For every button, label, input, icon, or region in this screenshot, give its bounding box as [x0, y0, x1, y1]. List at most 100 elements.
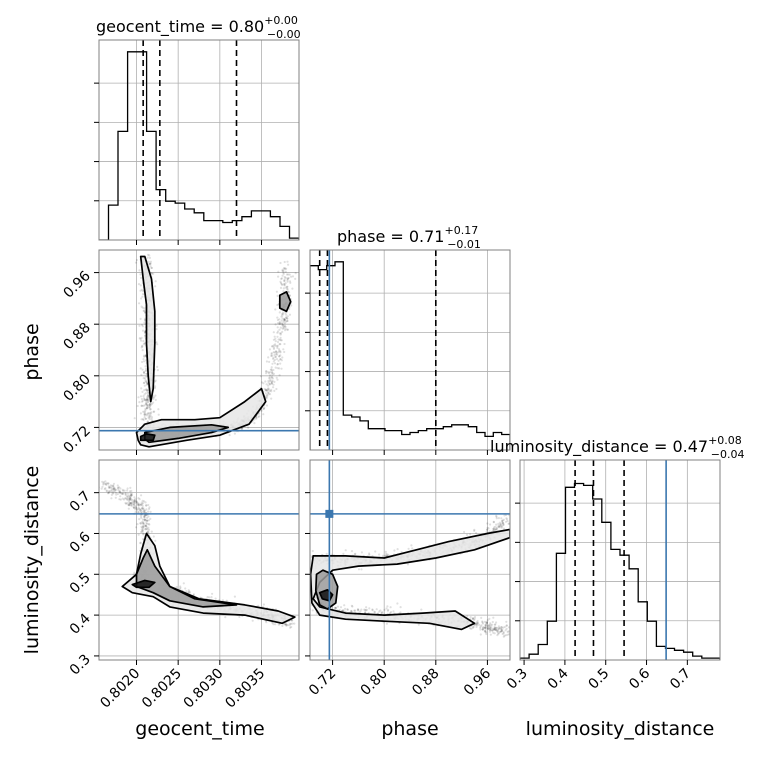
scatter-point — [185, 590, 188, 593]
scatter-point — [268, 360, 271, 363]
scatter-point — [494, 628, 497, 631]
scatter-point — [133, 417, 136, 420]
scatter-point — [145, 521, 148, 525]
scatter-point — [389, 612, 392, 615]
scatter-point — [265, 404, 269, 407]
scatter-point — [375, 608, 378, 611]
scatter-point — [142, 371, 146, 374]
scatter-point — [144, 369, 147, 372]
scatter-point — [187, 590, 190, 594]
scatter-point — [142, 418, 145, 422]
scatter-point — [368, 607, 371, 610]
scatter-point — [475, 532, 478, 535]
scatter-point — [285, 273, 289, 276]
scatter-point — [130, 504, 133, 507]
scatter-point — [126, 492, 129, 495]
scatter-point — [139, 284, 142, 287]
scatter-point — [150, 272, 153, 275]
scatter-point — [134, 499, 137, 503]
scatter-point — [268, 383, 271, 386]
scatter-point — [493, 627, 497, 630]
scatter-point — [283, 324, 286, 327]
scatter-point — [146, 519, 149, 523]
scatter-point — [116, 492, 119, 496]
scatter-point — [502, 518, 505, 521]
scatter-point — [491, 629, 494, 632]
scatter-point — [476, 619, 479, 623]
scatter-point — [493, 632, 496, 635]
scatter-point — [156, 343, 159, 346]
scatter-point — [143, 518, 146, 521]
scatter-point — [498, 630, 501, 634]
scatter-point — [357, 568, 361, 571]
scatter-point — [502, 527, 505, 530]
scatter-point — [356, 608, 359, 611]
scatter-point — [387, 608, 390, 611]
scatter-point — [138, 269, 141, 272]
scatter-point — [139, 504, 142, 507]
scatter-point — [263, 387, 266, 391]
scatter-point — [153, 386, 157, 390]
scatter-point — [112, 492, 115, 495]
scatter-point — [149, 262, 152, 265]
scatter-point — [276, 367, 279, 370]
scatter-point — [279, 261, 282, 265]
scatter-point — [288, 622, 291, 626]
scatter-point — [489, 633, 492, 636]
scatter-point — [479, 633, 482, 636]
scatter-point — [143, 514, 146, 517]
scatter-point — [154, 394, 157, 397]
scatter-point — [489, 622, 492, 625]
scatter-point — [115, 493, 118, 496]
scatter-point — [267, 356, 270, 359]
scatter-point — [368, 553, 371, 556]
scatter-point — [350, 609, 353, 613]
scatter-point — [287, 276, 290, 280]
scatter-point — [146, 519, 149, 522]
contour-inner — [131, 579, 156, 589]
scatter-point — [485, 626, 488, 630]
scatter-point — [495, 517, 498, 520]
scatter-point — [484, 624, 487, 628]
scatter-point — [155, 328, 158, 331]
scatter-point — [265, 621, 268, 624]
scatter-point — [129, 492, 132, 495]
scatter-point — [354, 552, 357, 555]
x-tick-label: 0.8025 — [139, 666, 185, 712]
scatter-point — [135, 526, 138, 529]
scatter-point — [288, 313, 292, 316]
scatter-point — [265, 389, 269, 392]
scatter-point — [498, 627, 501, 630]
scatter-point — [262, 603, 265, 606]
scatter-point — [501, 519, 504, 522]
scatter-point — [282, 271, 285, 274]
scatter-point — [188, 590, 191, 593]
scatter-point — [286, 328, 289, 331]
scatter-point — [294, 272, 297, 275]
scatter-point — [143, 516, 146, 519]
scatter-point — [273, 362, 277, 365]
scatter-point — [240, 427, 243, 430]
scatter-point — [101, 485, 104, 488]
scatter-point — [143, 509, 146, 513]
scatter-point — [500, 626, 503, 629]
scatter-point — [257, 412, 261, 415]
scatter-point — [149, 517, 152, 521]
scatter-point — [138, 498, 141, 501]
scatter-point — [492, 527, 495, 530]
scatter-point — [500, 520, 504, 523]
title-phase-text: phase = 0.71 — [337, 227, 444, 246]
scatter-point — [144, 409, 147, 412]
scatter-point — [284, 320, 287, 323]
scatter-point — [311, 609, 314, 612]
scatter-point — [142, 525, 145, 529]
scatter-point — [287, 263, 290, 266]
scatter-point — [286, 280, 289, 283]
scatter-point — [150, 266, 153, 270]
scatter-point — [279, 354, 282, 357]
scatter-point — [138, 337, 141, 340]
scatter-point — [495, 621, 498, 624]
scatter-point — [497, 522, 500, 526]
scatter-point — [143, 515, 146, 518]
scatter-point — [506, 630, 509, 634]
